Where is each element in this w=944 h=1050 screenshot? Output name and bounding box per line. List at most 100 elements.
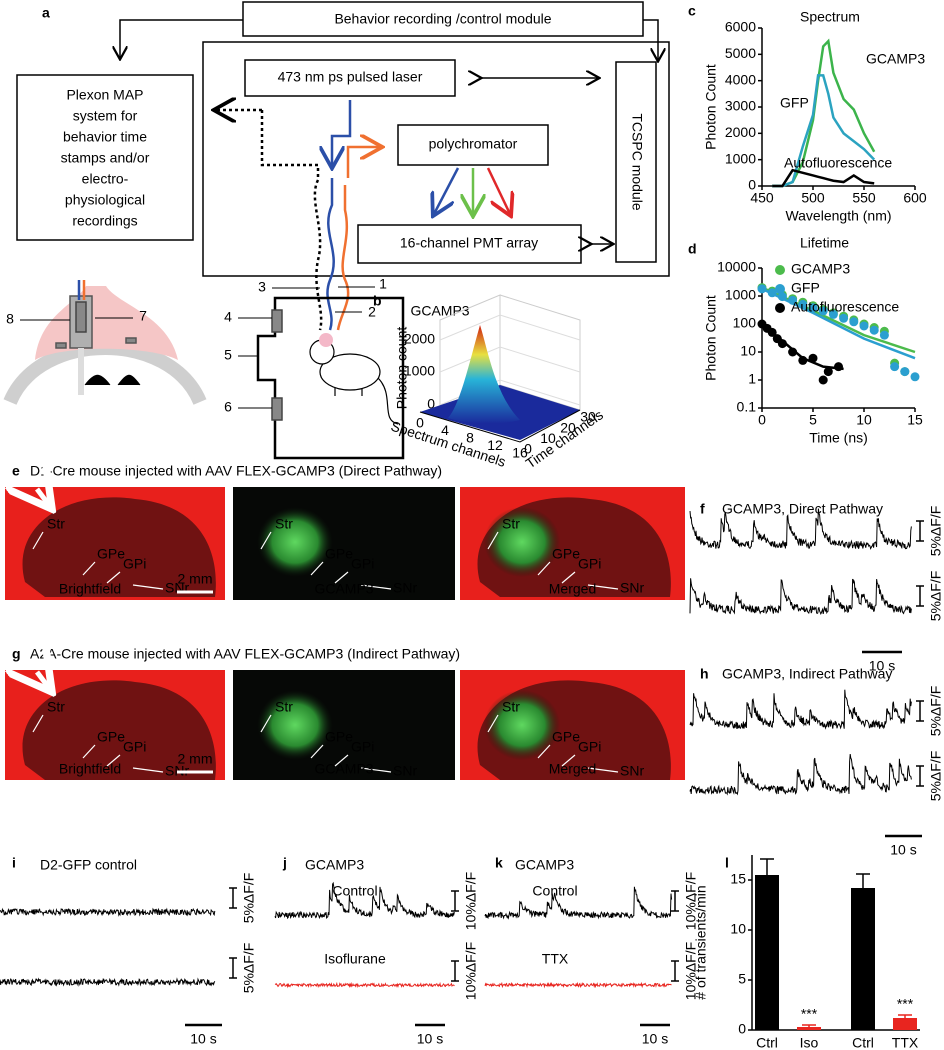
scale-bar [451,960,459,982]
mouse [319,353,381,391]
panel-title: GCAMP3, Direct Pathway [722,501,883,517]
region-line [132,767,164,773]
time-bar-label: 10 s [890,842,916,858]
time-bar-label: 10 s [869,658,895,674]
box-label: 16-channel PMT array [400,235,538,251]
axis-title: Wavelength (nm) [785,208,891,224]
scale-bar [671,890,679,912]
fluorescence [484,507,560,577]
callout: 3 [258,279,266,295]
error-bar [898,1014,912,1018]
x-tick-label: 500 [801,190,825,206]
box-label: Plexon MAP [66,87,143,103]
region-line [334,571,349,584]
region-line [82,744,96,759]
panel-letter: d [688,241,697,257]
point [818,375,828,385]
panel-letter: j [282,855,287,871]
trace-label: Control [532,883,577,899]
point [823,367,833,377]
panel-letter: l [725,855,729,871]
panel-letter: b [373,293,382,309]
y-tick-label: 100 [733,315,757,331]
x-tick-label: 10 [856,412,872,428]
region-line [360,767,392,773]
point [859,321,869,331]
y-tick-label: 3000 [725,98,756,114]
box-label: stamps and/or [61,150,150,166]
y-tick-label: 1000 [725,150,756,166]
region-line [334,754,349,767]
trace [0,907,216,917]
region-label: GPe [97,546,125,562]
point [828,309,838,319]
panel-title: GCAMP3, Indirect Pathway [722,666,892,682]
region-line [32,531,44,550]
scale-bar-label: 5%ΔF/F [928,506,944,557]
x-tick-label: 550 [852,190,876,206]
mouse [319,333,333,347]
trace [274,981,455,989]
bar [893,1018,917,1030]
region-line [537,561,551,576]
significance: *** [897,996,914,1012]
grid-line [439,346,581,373]
region-label: Str [502,516,520,532]
x-tick-label: 600 [903,190,927,206]
error-bar [760,858,774,875]
arrow [37,489,49,505]
y-tick-label: 15 [730,871,746,887]
region-line [82,561,96,576]
panel-title: GCAMP3 [515,857,574,873]
x-tick-label: Ctrl [852,1035,874,1050]
region-line [132,584,164,590]
mouse [334,388,363,396]
significance: *** [801,1006,818,1022]
region-label: GPi [123,556,146,572]
axis-title: Photon count [394,327,410,410]
trace [484,981,672,989]
error-bar [856,873,870,888]
panel-letter: h [700,666,709,682]
region-label: SNr [620,580,644,596]
image-label: Merged [549,761,596,777]
y-tick-label: 10 [730,921,746,937]
tick-label: 20 [560,419,576,435]
point [910,372,920,382]
region-label: GPe [325,546,353,562]
box-label: 473 nm ps pulsed laser [278,69,423,85]
box [397,124,549,166]
y-tick-label: 5000 [725,45,756,61]
y-tick-label: 4000 [725,71,756,87]
error-bar [802,1024,816,1027]
region-line [260,714,272,733]
region-label: Str [47,699,65,715]
box-label: polychromator [429,136,518,152]
region-label: GPi [351,556,374,572]
region-label: GPi [578,739,601,755]
scale-bar [916,765,924,787]
region-label: Str [502,699,520,715]
time-bar-label: 10 s [417,1031,443,1047]
tick-label: 16 [512,445,528,461]
y-tick-label: 10 [740,343,756,359]
panel-letter: g [12,646,21,662]
scale-bar [671,960,679,982]
callout: 8 [6,311,14,327]
trace [689,754,912,796]
callout: 4 [224,309,232,325]
fluorescence [484,690,560,760]
time-bar-label: 10 s [190,1031,216,1047]
scale-bar-label: 5%ΔF/F [928,571,944,622]
region-label: GPe [552,729,580,745]
x-tick-label: Iso [800,1035,819,1050]
scale-bar [229,887,237,909]
implant [75,301,87,333]
fluorescence [257,690,333,760]
legend-marker [775,284,785,294]
point [900,367,910,377]
bar [755,875,779,1030]
y-tick-label: 2000 [725,124,756,140]
